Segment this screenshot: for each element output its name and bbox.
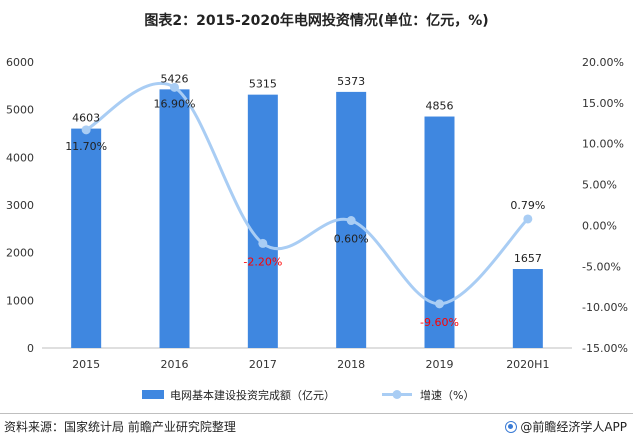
y-left-tick-label: 3000 [6,199,34,212]
line-point [258,238,268,248]
bar-value-label: 5426 [161,72,189,85]
growth-line [85,81,529,306]
bar-value-label: 5315 [249,78,277,91]
y-right-tick-label: 10.00% [582,138,624,151]
bar-series [71,89,543,349]
bar-value-label: 1657 [514,252,542,265]
bar-value-label: 5373 [337,75,365,88]
y-left-tick-label: 1000 [6,294,34,307]
x-tick-label: 2019 [426,358,454,371]
combo-chart: 0 1000 2000 3000 4000 5000 6000 -15.00% -10.00% -… [6,56,628,402]
line-value-label: 0.60% [334,233,369,246]
y-right-tick-label: -10.00% [582,301,628,314]
brand-logo-icon [505,420,518,433]
bar [512,269,543,348]
y-right-tick-label: -15.00% [582,342,628,355]
brand-text: @前瞻经济学人APP [520,420,627,434]
legend-bar-swatch [142,390,164,399]
footer-divider [0,413,633,414]
y-right-tick-label: 15.00% [582,97,624,110]
bar-value-label: 4603 [72,112,100,125]
x-tick-label: 2015 [72,358,100,371]
line-point [435,299,444,309]
line-value-label: 11.70% [65,140,107,153]
x-tick-label: 2017 [249,358,277,371]
y-right-tick-label: 5.00% [582,179,617,192]
line-series [81,81,533,309]
line-value-label: 16.90% [154,97,196,110]
line-value-label: 0.79% [510,199,545,212]
line-value-label: -9.60% [420,316,459,329]
line-value-label: -2.20% [243,255,282,268]
legend-bar-label: 电网基本建设投资完成额（亿元） [170,388,335,402]
data-labels: 4603 5426 5315 5373 4856 1657 11.70% 16.90% -2.2… [65,72,545,329]
y-left-tick-label: 5000 [6,104,34,117]
bar-value-label: 4856 [426,100,454,113]
source-note: 资料来源：国家统计局 前瞻产业研究院整理 [4,420,236,434]
y-left-tick-label: 2000 [6,247,34,260]
x-tick-label: 2020H1 [506,358,549,371]
bar [71,128,102,348]
line-point [523,214,533,224]
y-right-tick-label: 0.00% [582,219,617,232]
bar [247,94,278,348]
brand-credit: @前瞻经济学人APP [505,418,627,435]
legend-line-label: 增速（%） [420,388,474,402]
y-left-tick-label: 0 [27,342,34,355]
line-point [170,82,179,92]
y-left-tick-label: 6000 [6,56,34,69]
line-point [81,125,91,135]
bar [424,116,455,348]
x-tick-label: 2018 [337,358,365,371]
y-right-tick-label: 20.00% [582,56,624,69]
legend: 电网基本建设投资完成额（亿元） 增速（%） [142,388,474,402]
x-tick-label: 2016 [161,358,189,371]
legend-line-marker [392,390,402,399]
y-right-tick-label: -5.00% [582,260,621,273]
chart-title: 图表2：2015-2020年电网投资情况(单位：亿元，%) [144,13,489,29]
axes: 0 1000 2000 3000 4000 5000 6000 -15.00% -10.00% -… [6,56,628,371]
y-left-tick-label: 4000 [6,151,34,164]
bar [159,89,190,349]
line-point [346,216,356,226]
